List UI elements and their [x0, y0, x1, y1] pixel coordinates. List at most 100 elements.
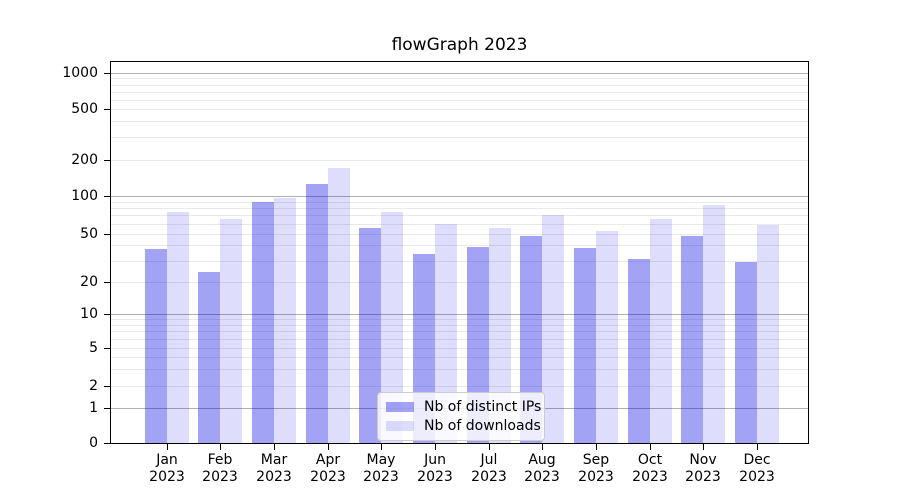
y-tick-label-1000: 1000 — [62, 65, 98, 81]
gridline-minor-3 — [111, 369, 808, 370]
gridline-minor-90 — [111, 202, 808, 203]
y-tick-1 — [104, 408, 110, 409]
x-tick-dec — [757, 444, 758, 450]
bar-jan-distinct-ips — [144, 249, 167, 443]
gridline-minor-900 — [111, 78, 808, 79]
bar-apr-distinct-ips — [305, 184, 328, 443]
gridline-minor-9 — [111, 319, 808, 320]
x-tick-apr — [328, 444, 329, 450]
legend-swatch-distinct-ips — [386, 402, 414, 412]
x-tick-jun — [435, 444, 436, 450]
y-tick-1000 — [104, 73, 110, 74]
gridline-minor-8 — [111, 325, 808, 326]
bar-may-downloads — [381, 212, 404, 443]
gridline-minor-200 — [111, 160, 808, 161]
gridline-minor-70 — [111, 215, 808, 216]
x-tick-sep — [596, 444, 597, 450]
x-tick-label-jul: Jul 2023 — [471, 452, 507, 485]
bar-nov-downloads — [703, 205, 726, 443]
x-tick-jul — [489, 444, 490, 450]
y-tick-label-0: 0 — [89, 435, 98, 451]
x-tick-label-may: May 2023 — [363, 452, 399, 485]
y-tick-label-20: 20 — [80, 274, 98, 290]
y-tick-label-100: 100 — [71, 188, 98, 204]
y-tick-20 — [104, 282, 110, 283]
gridline-minor-700 — [111, 92, 808, 93]
gridline-major-1000 — [111, 73, 808, 74]
bar-oct-downloads — [649, 218, 672, 443]
bar-sep-downloads — [595, 231, 618, 443]
gridline-minor-60 — [111, 224, 808, 225]
x-tick-label-oct: Oct 2023 — [632, 452, 668, 485]
x-tick-nov — [703, 444, 704, 450]
bar-mar-downloads — [274, 197, 296, 443]
bar-dec-downloads — [756, 224, 779, 443]
y-tick-10 — [104, 314, 110, 315]
bar-feb-downloads — [220, 218, 243, 443]
y-tick-2 — [104, 386, 110, 387]
gridline-minor-6 — [111, 339, 808, 340]
bar-may-distinct-ips — [359, 228, 382, 443]
gridline-minor-40 — [111, 245, 808, 246]
y-tick-0 — [104, 443, 110, 444]
gridline-major-100 — [111, 196, 808, 197]
gridline-minor-300 — [111, 137, 808, 138]
bar-oct-distinct-ips — [627, 258, 650, 443]
chart-title: flowGraph 2023 — [391, 35, 528, 55]
x-tick-label-aug: Aug 2023 — [524, 452, 560, 485]
y-tick-label-1: 1 — [89, 400, 98, 416]
gridline-minor-80 — [111, 208, 808, 209]
bar-dec-distinct-ips — [734, 262, 757, 443]
gridline-minor-20 — [111, 282, 808, 283]
gridline-minor-2 — [111, 386, 808, 387]
x-tick-mar — [274, 444, 275, 450]
gridline-minor-800 — [111, 85, 808, 86]
y-tick-label-5: 5 — [89, 340, 98, 356]
x-tick-label-jun: Jun 2023 — [417, 452, 453, 485]
x-tick-label-dec: Dec 2023 — [739, 452, 775, 485]
legend-item-downloads: Nb of downloads — [386, 418, 541, 434]
gridline-minor-7 — [111, 331, 808, 332]
bar-aug-distinct-ips — [520, 235, 543, 443]
x-tick-aug — [542, 444, 543, 450]
y-tick-label-500: 500 — [71, 101, 98, 117]
x-tick-may — [381, 444, 382, 450]
x-tick-label-feb: Feb 2023 — [202, 452, 238, 485]
bar-apr-downloads — [327, 167, 350, 443]
x-tick-oct — [650, 444, 651, 450]
bar-aug-downloads — [542, 214, 565, 443]
x-tick-jan — [167, 444, 168, 450]
bar-mar-distinct-ips — [252, 202, 274, 443]
gridline-minor-5 — [111, 348, 808, 349]
y-tick-50 — [104, 234, 110, 235]
legend-label-distinct-ips: Nb of distinct IPs — [424, 399, 542, 415]
legend-label-downloads: Nb of downloads — [424, 418, 541, 434]
bar-jul-downloads — [488, 228, 511, 443]
y-tick-label-2: 2 — [89, 378, 98, 394]
x-tick-feb — [220, 444, 221, 450]
legend: Nb of distinct IPs Nb of downloads — [377, 392, 545, 441]
y-tick-200 — [104, 160, 110, 161]
y-tick-label-50: 50 — [80, 226, 98, 242]
bar-feb-distinct-ips — [198, 272, 221, 443]
y-tick-500 — [104, 109, 110, 110]
bar-sep-distinct-ips — [573, 248, 596, 443]
y-tick-label-200: 200 — [71, 152, 98, 168]
x-tick-label-mar: Mar 2023 — [256, 452, 292, 485]
x-tick-label-sep: Sep 2023 — [578, 452, 614, 485]
gridline-minor-500 — [111, 109, 808, 110]
gridline-minor-30 — [111, 261, 808, 262]
legend-swatch-downloads — [386, 421, 414, 431]
gridline-minor-4 — [111, 357, 808, 358]
gridline-minor-50 — [111, 234, 808, 235]
x-tick-label-jan: Jan 2023 — [149, 452, 185, 485]
bar-jun-downloads — [434, 223, 457, 443]
bar-nov-distinct-ips — [681, 235, 704, 443]
legend-item-distinct-ips: Nb of distinct IPs — [386, 399, 541, 415]
gridline-major-10 — [111, 314, 808, 315]
gridline-minor-400 — [111, 121, 808, 122]
y-tick-label-10: 10 — [80, 306, 98, 322]
x-tick-label-apr: Apr 2023 — [310, 452, 346, 485]
gridline-minor-600 — [111, 100, 808, 101]
